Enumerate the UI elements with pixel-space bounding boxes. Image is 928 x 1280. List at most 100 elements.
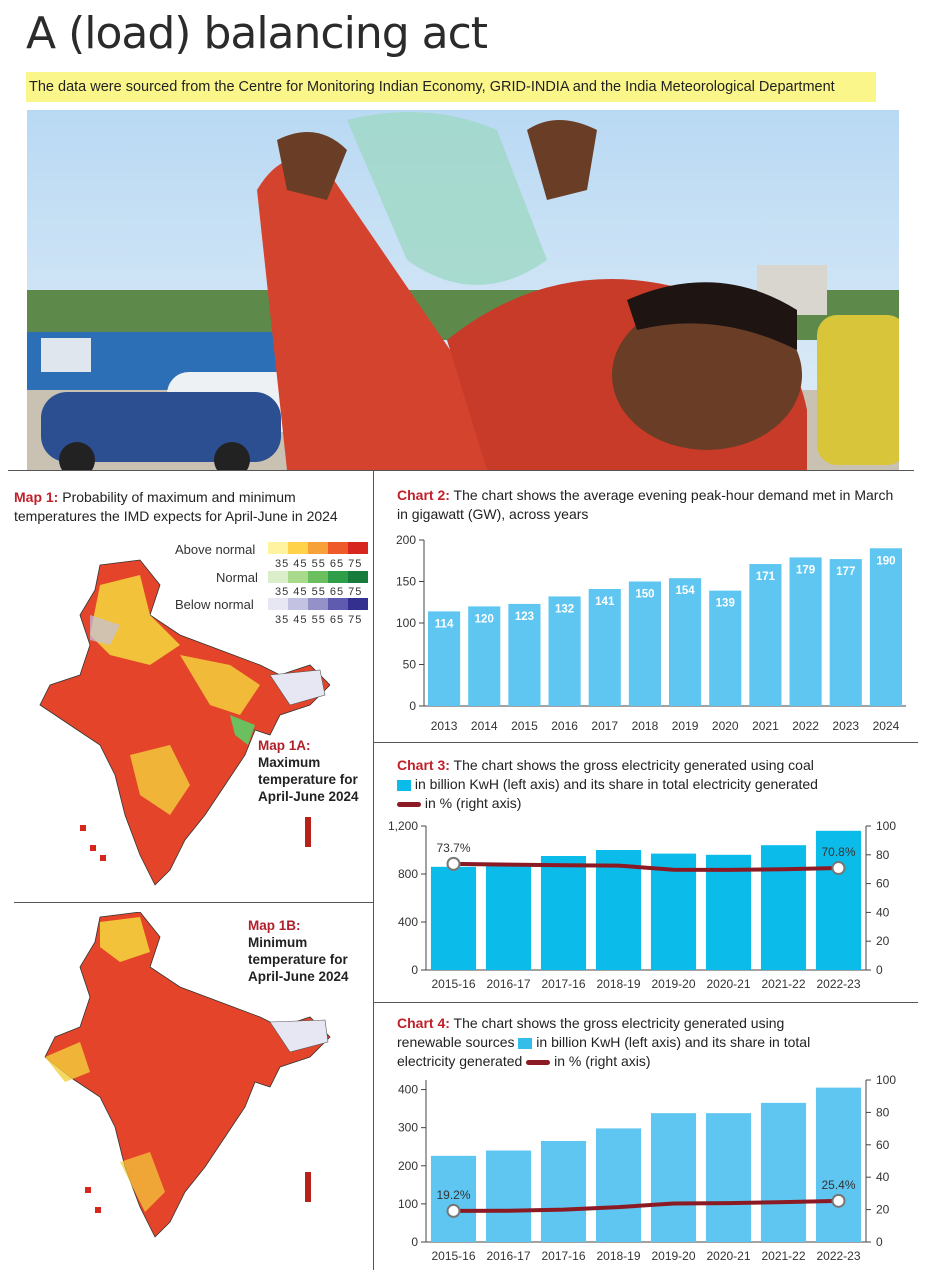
right-tick-label: 40 bbox=[876, 1170, 890, 1184]
map1-label: Map 1: bbox=[14, 489, 59, 505]
legend-below-scale: 35 45 55 65 75 bbox=[275, 614, 363, 626]
source-note: The data were sourced from the Centre fo… bbox=[26, 72, 876, 102]
left-tick-label: 0 bbox=[411, 963, 418, 977]
share-line bbox=[453, 861, 839, 872]
data-label: 171 bbox=[756, 571, 776, 583]
map-1a-india bbox=[39, 559, 330, 886]
chart4-caption-text3a: electricity generated bbox=[397, 1053, 523, 1069]
right-tick-label: 80 bbox=[876, 848, 890, 862]
x-tick-label: 2016-17 bbox=[486, 1249, 530, 1263]
legend-color-swatch bbox=[348, 542, 368, 554]
y-tick-label: 150 bbox=[396, 575, 416, 589]
map-1b-text: Minimum temperature for April-June 2024 bbox=[248, 935, 349, 984]
bar bbox=[430, 866, 477, 970]
x-tick-label: 2014 bbox=[471, 719, 498, 733]
legend-color-swatch bbox=[348, 571, 368, 583]
line-annotation: 73.7% bbox=[436, 841, 470, 855]
line-marker bbox=[831, 861, 846, 876]
map-1b-label: Map 1B: Minimum temperature for April-Ju… bbox=[248, 917, 363, 985]
legend-below-label: Below normal bbox=[175, 597, 254, 612]
chart4-caption: Chart 4: The chart shows the gross elect… bbox=[397, 1014, 912, 1071]
x-tick-label: 2021 bbox=[752, 719, 779, 733]
map1-caption-text: Probability of maximum and minimum tempe… bbox=[14, 489, 338, 524]
bar bbox=[428, 611, 461, 706]
legend-color-swatch bbox=[328, 542, 348, 554]
right-tick-label: 0 bbox=[876, 1235, 883, 1249]
right-tick-label: 40 bbox=[876, 905, 890, 919]
map-1a-heading: Map 1A: bbox=[258, 738, 311, 753]
data-label: 120 bbox=[475, 613, 494, 625]
bar bbox=[628, 581, 661, 706]
bar bbox=[669, 578, 702, 706]
bar bbox=[468, 606, 501, 706]
left-tick-label: 800 bbox=[398, 867, 418, 881]
chart3-label: Chart 3: bbox=[397, 757, 450, 773]
legend-normal-bar bbox=[268, 571, 368, 583]
legend-color-swatch bbox=[268, 598, 288, 610]
section-divider bbox=[8, 470, 914, 471]
line-annotation: 70.8% bbox=[821, 845, 855, 859]
y-tick-label: 100 bbox=[396, 616, 416, 630]
chart2-bar-chart: 0 50 100 150 200 114 2013 120 2014 123 2015 132 2016… bbox=[396, 533, 906, 733]
map-1b-heading: Map 1B: bbox=[248, 918, 301, 933]
right-tick-label: 80 bbox=[876, 1105, 890, 1119]
chart3-combo-chart: 0 400 800 1,200 0 20 40 60 80 100 2015-16 2016-17 20… bbox=[388, 819, 896, 991]
right-tick-label: 0 bbox=[876, 963, 883, 977]
data-label: 179 bbox=[796, 564, 815, 576]
bar bbox=[815, 830, 862, 970]
chart4-caption-text2b: in billion KwH (left axis) and its share… bbox=[536, 1034, 811, 1050]
x-tick-label: 2024 bbox=[873, 719, 900, 733]
data-label: 150 bbox=[635, 589, 654, 601]
legend-color-swatch bbox=[328, 598, 348, 610]
data-label: 139 bbox=[716, 598, 735, 610]
bar bbox=[508, 603, 541, 706]
x-tick-label: 2015-16 bbox=[431, 1249, 475, 1263]
bar bbox=[789, 557, 822, 706]
chart4-combo-chart: 0 100 200 300 400 0 20 40 60 80 100 2015-16 2016-17 2… bbox=[398, 1073, 896, 1263]
bar bbox=[430, 1155, 477, 1242]
bar bbox=[485, 1150, 532, 1242]
legend-color-swatch bbox=[308, 542, 328, 554]
bar bbox=[815, 1087, 862, 1242]
bar-legend-swatch bbox=[397, 779, 411, 791]
chart2-caption-text: The chart shows the average evening peak… bbox=[397, 487, 894, 522]
bar bbox=[705, 1113, 752, 1242]
legend-color-swatch bbox=[348, 598, 368, 610]
x-tick-label: 2022-23 bbox=[816, 1249, 860, 1263]
chart2-caption: Chart 2: The chart shows the average eve… bbox=[397, 486, 907, 524]
legend-normal-label: Normal bbox=[216, 570, 258, 585]
x-tick-label: 2019-20 bbox=[651, 977, 695, 991]
left-tick-label: 200 bbox=[398, 1159, 418, 1173]
bar bbox=[650, 853, 697, 970]
right-tick-label: 60 bbox=[876, 1138, 890, 1152]
left-tick-label: 400 bbox=[398, 915, 418, 929]
bar bbox=[540, 856, 587, 970]
x-tick-label: 2013 bbox=[431, 719, 458, 733]
y-tick-label: 200 bbox=[396, 533, 416, 547]
man-drinking-water-photo bbox=[27, 110, 899, 470]
map1-caption: Map 1: Probability of maximum and minimu… bbox=[14, 488, 369, 526]
x-tick-label: 2015 bbox=[511, 719, 538, 733]
chart3-caption-text1: The chart shows the gross electricity ge… bbox=[453, 757, 814, 773]
bar bbox=[749, 564, 782, 706]
line-marker bbox=[831, 1193, 846, 1208]
chart4-caption-text1: The chart shows the gross electricity ge… bbox=[453, 1015, 785, 1031]
data-label: 132 bbox=[555, 603, 574, 615]
left-tick-label: 0 bbox=[411, 1235, 418, 1249]
bar bbox=[709, 590, 742, 706]
map-1a-label: Map 1A: Maximum temperature for April-Ju… bbox=[258, 737, 368, 805]
x-tick-label: 2017-16 bbox=[541, 977, 585, 991]
legend-color-swatch bbox=[288, 598, 308, 610]
right-tick-label: 100 bbox=[876, 819, 896, 833]
right-tick-label: 60 bbox=[876, 877, 890, 891]
bar bbox=[540, 1140, 587, 1242]
line-marker bbox=[446, 856, 461, 871]
bar bbox=[548, 596, 581, 706]
x-tick-label: 2020 bbox=[712, 719, 739, 733]
bar-legend-swatch bbox=[518, 1037, 533, 1049]
chart-divider bbox=[374, 1002, 918, 1003]
legend-normal-scale: 35 45 55 65 75 bbox=[275, 586, 363, 598]
bar bbox=[760, 1102, 807, 1242]
legend-color-swatch bbox=[268, 571, 288, 583]
x-tick-label: 2018-19 bbox=[596, 977, 640, 991]
